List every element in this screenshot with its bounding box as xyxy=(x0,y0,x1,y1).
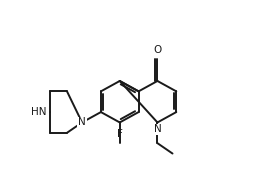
Text: F: F xyxy=(117,129,123,139)
Text: N: N xyxy=(78,117,86,127)
Text: HN: HN xyxy=(31,107,46,117)
Text: N: N xyxy=(154,124,161,134)
Text: O: O xyxy=(153,45,162,55)
